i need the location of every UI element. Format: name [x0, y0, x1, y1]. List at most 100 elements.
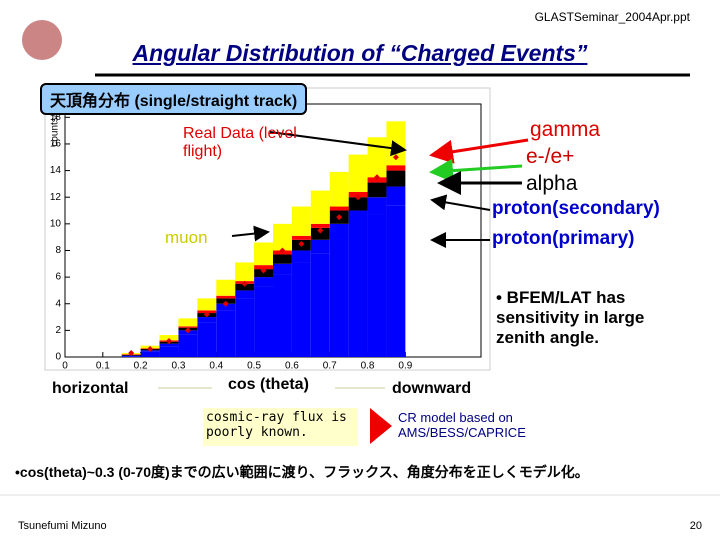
bar-segment	[216, 303, 236, 311]
y-tick-label: 18	[50, 112, 62, 123]
header: GLASTSeminar_2004Apr.ppt	[534, 10, 690, 24]
y-tick-label: 0	[55, 352, 61, 363]
bar-segment	[197, 317, 217, 323]
bar-segment	[235, 262, 255, 282]
bar-segment	[216, 279, 236, 296]
data-point	[128, 350, 135, 357]
bar-segment	[291, 235, 311, 240]
divider	[370, 408, 392, 444]
arrow	[429, 138, 529, 164]
legend-e: e-/e+	[526, 145, 575, 168]
y-tick-label: 12	[50, 192, 62, 203]
bar-segment	[386, 165, 406, 171]
bar-segment	[273, 254, 292, 264]
data-point	[222, 300, 229, 307]
bar-segment	[178, 318, 198, 327]
bar-segment	[310, 227, 330, 240]
bar-segment	[254, 286, 273, 357]
bar-segment	[159, 335, 179, 341]
bar-segment	[329, 238, 349, 357]
bar-segment	[273, 223, 292, 251]
bar-segment	[254, 277, 273, 287]
bullet: • BFEM/LAT has sensitivity in large zeni…	[496, 288, 645, 347]
author: Tsunefumi Mizuno	[18, 520, 107, 532]
y-tick-label: 2	[55, 325, 61, 336]
bar-segment	[216, 310, 236, 357]
bar-segment	[178, 334, 198, 357]
x-tick-label: 0	[62, 361, 68, 372]
bar-segment	[197, 298, 217, 311]
bar-segment	[386, 186, 406, 206]
bar-segment	[367, 214, 387, 357]
bar-segment	[386, 170, 406, 187]
legend-gamma: gamma	[530, 118, 601, 141]
muon-label: muon	[165, 228, 208, 247]
bar-segment	[291, 206, 311, 236]
cos-theta: cos (theta)	[228, 376, 309, 393]
data-point	[355, 194, 362, 201]
y-tick-label: 8	[55, 245, 61, 256]
bar-segment	[291, 262, 311, 357]
data-point	[260, 267, 267, 274]
data-point	[166, 338, 172, 345]
x-tick-label: 0.7	[323, 361, 337, 372]
bar-segment	[178, 326, 198, 328]
bar-segment	[121, 356, 141, 357]
bar-segment	[291, 250, 311, 263]
bar-segment	[329, 223, 349, 239]
arrow	[231, 225, 270, 242]
y-tick-label: 16	[50, 139, 62, 150]
title: Angular Distribution of “Charged Events”	[132, 40, 588, 66]
bar-segment	[197, 322, 217, 357]
data-point	[336, 214, 343, 221]
bar-segment	[386, 205, 406, 357]
data-point	[298, 240, 305, 247]
data-point	[374, 174, 380, 181]
bar-segment	[329, 206, 349, 211]
arrow	[430, 194, 491, 211]
y-tick-label: 6	[55, 272, 61, 283]
bar-segment	[367, 182, 387, 198]
bar-segment	[254, 242, 273, 266]
bar-segment	[310, 190, 330, 224]
bar-segment	[216, 295, 236, 299]
page-number: 20	[689, 520, 702, 532]
bar-segment	[235, 290, 255, 299]
horizontal: horizontal	[52, 380, 129, 397]
bar-segment	[367, 137, 387, 178]
legend-psec: proton(secondary)	[492, 198, 660, 219]
x-tick-label: 0.6	[285, 361, 299, 372]
bar-segment	[348, 197, 368, 211]
y-tick-label: 4	[55, 298, 61, 309]
note-box	[203, 408, 358, 446]
bar-segment	[310, 239, 330, 254]
legend-pprim: proton(primary)	[492, 228, 635, 249]
data-point	[184, 327, 191, 334]
summary: •cos(theta)~0.3 (0-70度)までの広い範囲に渡り、フラックス、…	[15, 464, 589, 480]
bar-segment	[348, 226, 368, 357]
logo	[22, 20, 62, 60]
bar-segment	[235, 298, 255, 357]
x-tick-label: 0.5	[247, 361, 261, 372]
data-point	[241, 280, 248, 287]
arrow	[269, 131, 407, 157]
bar-segment	[159, 346, 179, 357]
x-tick-label: 0.8	[361, 361, 375, 372]
y-tick-label: 10	[50, 218, 62, 229]
bar-segment	[348, 210, 368, 227]
bar-segment	[367, 197, 387, 215]
data-point	[279, 247, 286, 254]
note-left: cosmic-ray flux is poorly known.	[206, 410, 347, 440]
data-point	[203, 311, 210, 318]
bar-segment	[235, 283, 255, 291]
legend-alpha: alpha	[526, 172, 578, 195]
bar-segment	[310, 223, 330, 228]
y-tick-label: 14	[50, 165, 62, 176]
x-tick-label: 0.9	[398, 361, 412, 372]
bar-segment	[273, 274, 292, 357]
data-point	[147, 346, 154, 353]
y-axis-label: counts/s	[50, 109, 61, 146]
bar-segment	[273, 263, 292, 275]
